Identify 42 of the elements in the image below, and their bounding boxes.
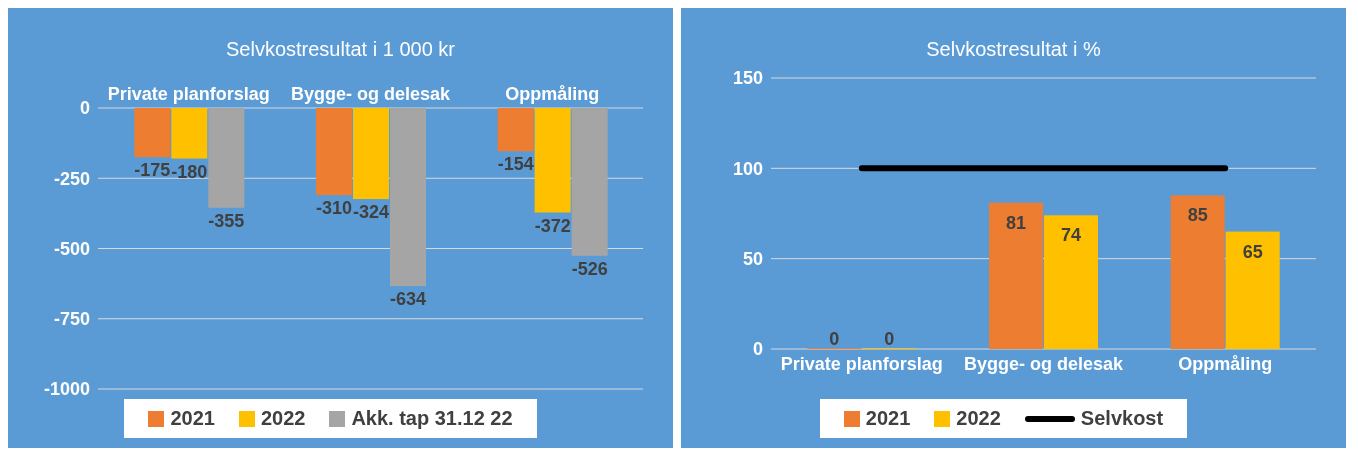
x-tick-label: Bygge- og delesak — [290, 84, 452, 104]
data-label: 0 — [884, 329, 895, 349]
y-tick-label: -1000 — [43, 379, 90, 400]
legend-label: 2022 — [955, 407, 1001, 430]
y-tick-label: 100 — [732, 158, 763, 179]
data-label: -526 — [571, 258, 608, 279]
bar — [1225, 231, 1280, 349]
data-label: 74 — [1060, 225, 1082, 246]
y-tick-label: -750 — [53, 309, 90, 330]
legend-label: Akk. tap 31.12 22 — [350, 407, 513, 430]
y-tick-label: 150 — [732, 68, 763, 89]
y-tick-label: 50 — [742, 249, 763, 270]
bar — [1044, 215, 1098, 349]
legend-label: 2021 — [169, 407, 215, 430]
bar — [1170, 195, 1225, 349]
chart-title: Selvkostresultat i % — [925, 37, 1102, 62]
y-tick-label: -250 — [53, 168, 90, 189]
data-label: -310 — [315, 198, 353, 219]
bar — [989, 202, 1043, 349]
data-label: 81 — [1005, 212, 1027, 233]
x-tick-label: Private planforslag — [780, 353, 943, 374]
data-label: 65 — [1242, 241, 1263, 262]
legend-label: Selvkost — [1079, 407, 1164, 430]
y-tick-label: 0 — [752, 339, 763, 360]
data-label: -634 — [389, 289, 427, 310]
legend-label: 2022 — [259, 407, 306, 430]
y-tick-label: -500 — [53, 238, 90, 259]
x-tick-label: Oppmåling — [505, 84, 600, 104]
data-label: -154 — [497, 154, 534, 175]
data-label: 85 — [1187, 205, 1208, 226]
data-label: -175 — [134, 160, 171, 181]
data-label: -180 — [171, 161, 208, 182]
x-tick-label: Bygge- og delesak — [963, 353, 1125, 374]
data-label: -324 — [352, 202, 390, 223]
legend-label: 2021 — [864, 407, 911, 430]
data-label: 0 — [829, 329, 840, 349]
y-tick-label: 0 — [79, 98, 90, 119]
x-tick-label: Oppmåling — [1178, 353, 1273, 374]
data-label: -372 — [534, 215, 571, 236]
x-tick-label: Private planforslag — [107, 84, 270, 104]
chart-title: Selvkostresultat i 1 000 kr — [225, 37, 456, 62]
data-label: -355 — [208, 210, 245, 231]
